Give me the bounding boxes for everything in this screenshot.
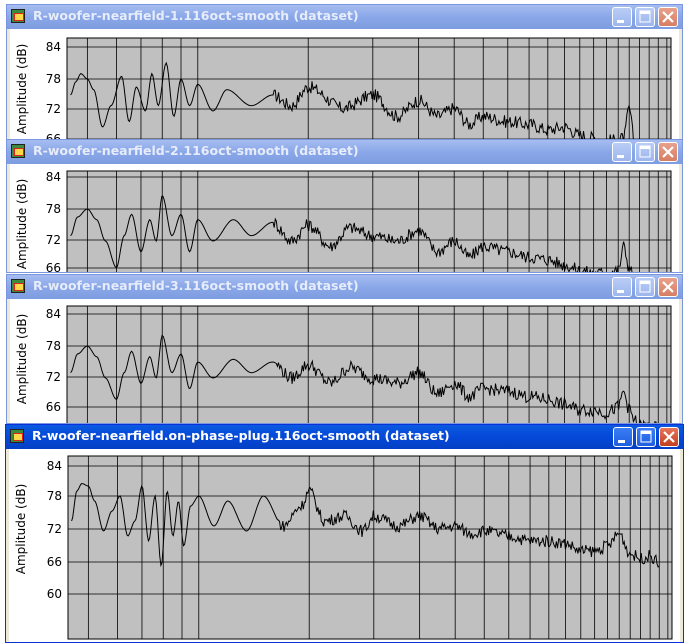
plot-background bbox=[66, 170, 672, 272]
response-trace bbox=[70, 334, 659, 423]
y-axis-label: Amplitude (dB) bbox=[14, 484, 28, 575]
response-trace bbox=[70, 61, 634, 139]
close-icon bbox=[662, 11, 674, 23]
y-tick-label: 60 bbox=[47, 587, 62, 601]
plot-area: 84 78 72 66 Amplitude (dB) bbox=[10, 29, 679, 139]
maximize-icon bbox=[639, 280, 651, 293]
y-tick-label: 72 bbox=[46, 102, 61, 116]
close-icon bbox=[662, 146, 674, 158]
y-tick-label: 84 bbox=[46, 307, 61, 321]
maximize-button[interactable] bbox=[635, 7, 655, 27]
response-trace bbox=[71, 482, 660, 568]
minimize-button[interactable] bbox=[613, 427, 633, 447]
window-titlebar[interactable]: R-woofer-nearfield.on-phase-plug.116oct-… bbox=[6, 425, 683, 449]
dataset-window-1[interactable]: R-woofer-nearfield-1.116oct-smooth (data… bbox=[6, 4, 683, 140]
minimize-button[interactable] bbox=[612, 142, 632, 162]
window-titlebar[interactable]: R-woofer-nearfield-2.116oct-smooth (data… bbox=[7, 140, 682, 164]
y-tick-label: 72 bbox=[47, 522, 62, 536]
maximize-button[interactable] bbox=[636, 427, 656, 447]
plot-area: 84 78 72 66 Amplitude (dB) bbox=[10, 164, 679, 272]
y-tick-label: 66 bbox=[47, 555, 62, 569]
window-title: R-woofer-nearfield.on-phase-plug.116oct-… bbox=[32, 428, 450, 443]
dataset-icon bbox=[11, 144, 25, 158]
minimize-icon bbox=[617, 20, 624, 23]
dataset-window-3[interactable]: R-woofer-nearfield-3.116oct-smooth (data… bbox=[6, 274, 683, 424]
close-button[interactable] bbox=[659, 427, 679, 447]
y-tick-label: 78 bbox=[46, 72, 61, 86]
y-axis-label: Amplitude (dB) bbox=[15, 179, 29, 270]
window-title: R-woofer-nearfield-3.116oct-smooth (data… bbox=[33, 278, 359, 293]
maximize-icon bbox=[639, 10, 651, 23]
minimize-button[interactable] bbox=[612, 277, 632, 297]
dataset-icon bbox=[11, 9, 25, 23]
window-title: R-woofer-nearfield-1.116oct-smooth (data… bbox=[33, 8, 359, 23]
close-button[interactable] bbox=[658, 277, 678, 297]
y-tick-label: 84 bbox=[47, 459, 62, 473]
y-tick-label: 72 bbox=[46, 370, 61, 384]
y-tick-label: 66 bbox=[46, 132, 61, 140]
plot-background bbox=[66, 305, 672, 423]
frequency-response-chart: 84 78 72 66 Amplitude (dB) bbox=[15, 37, 672, 140]
y-tick-label: 66 bbox=[46, 261, 61, 273]
plot-background bbox=[66, 37, 672, 139]
window-titlebar[interactable]: R-woofer-nearfield-1.116oct-smooth (data… bbox=[7, 5, 682, 29]
y-tick-label: 84 bbox=[46, 40, 61, 54]
close-icon bbox=[663, 431, 675, 443]
minimize-button[interactable] bbox=[612, 7, 632, 27]
maximize-icon bbox=[640, 430, 652, 443]
minimize-icon bbox=[617, 155, 624, 158]
dataset-icon bbox=[10, 429, 24, 443]
close-button[interactable] bbox=[658, 142, 678, 162]
dataset-window-4[interactable]: R-woofer-nearfield.on-phase-plug.116oct-… bbox=[5, 424, 684, 643]
maximize-button[interactable] bbox=[635, 277, 655, 297]
y-tick-label: 78 bbox=[46, 202, 61, 216]
plot-area: 84 78 72 66 Amplitude (dB) bbox=[10, 299, 679, 423]
response-trace bbox=[70, 195, 633, 272]
maximize-button[interactable] bbox=[635, 142, 655, 162]
dataset-window-2[interactable]: R-woofer-nearfield-2.116oct-smooth (data… bbox=[6, 139, 683, 273]
y-tick-label: 78 bbox=[47, 489, 62, 503]
minimize-icon bbox=[617, 290, 624, 293]
y-tick-label: 78 bbox=[46, 339, 61, 353]
window-title: R-woofer-nearfield-2.116oct-smooth (data… bbox=[33, 143, 359, 158]
minimize-icon bbox=[618, 440, 625, 443]
frequency-response-chart: 84 78 72 66 Amplitude (dB) bbox=[15, 170, 672, 273]
maximize-icon bbox=[639, 145, 651, 158]
y-tick-label: 84 bbox=[46, 170, 61, 184]
window-titlebar[interactable]: R-woofer-nearfield-3.116oct-smooth (data… bbox=[7, 275, 682, 299]
dataset-icon bbox=[11, 279, 25, 293]
y-axis-label: Amplitude (dB) bbox=[15, 44, 29, 135]
y-tick-label: 72 bbox=[46, 233, 61, 247]
y-axis-label: Amplitude (dB) bbox=[15, 314, 29, 405]
y-tick-label: 66 bbox=[46, 400, 61, 414]
close-icon bbox=[662, 281, 674, 293]
frequency-response-chart: 84 78 72 66 Amplitude (dB) bbox=[15, 305, 672, 423]
close-button[interactable] bbox=[658, 7, 678, 27]
